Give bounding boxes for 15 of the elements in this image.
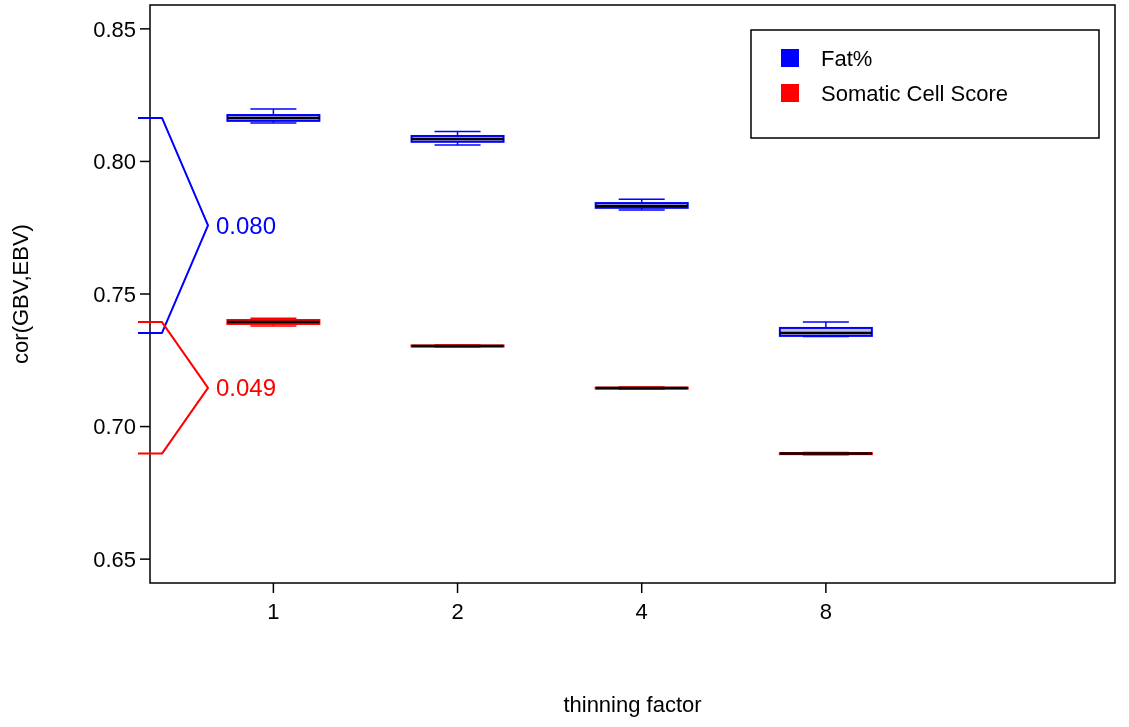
x-tick-label: 1 bbox=[267, 599, 280, 624]
annotation: 0.080 bbox=[216, 211, 277, 239]
x-axis-title: thinning factor bbox=[563, 692, 702, 717]
y-tick-label: 0.65 bbox=[93, 546, 136, 572]
y-tick-label: 0.75 bbox=[93, 281, 136, 307]
x-tick-label: 8 bbox=[819, 599, 832, 624]
y-tick-label: 0.85 bbox=[93, 16, 136, 42]
x-tick-label: 2 bbox=[451, 599, 464, 624]
y-tick-label: 0.80 bbox=[93, 149, 136, 175]
legend-label: Somatic Cell Score bbox=[821, 80, 1009, 106]
y-tick-label: 0.70 bbox=[93, 414, 136, 440]
y-axis-title: cor(GBV,EBV) bbox=[8, 224, 33, 364]
x-tick-label: 4 bbox=[635, 599, 648, 624]
legend-label: Fat% bbox=[821, 45, 873, 71]
annotation: 0.049 bbox=[216, 374, 277, 402]
